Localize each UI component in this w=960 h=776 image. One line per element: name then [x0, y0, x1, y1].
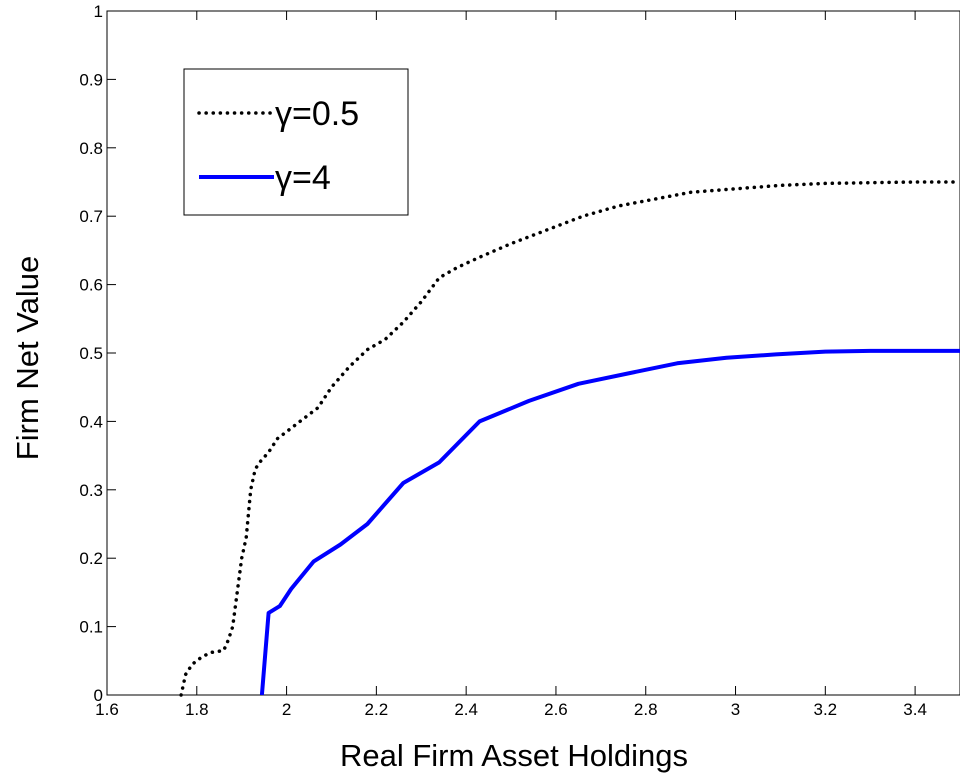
y-tick-label: 0.9 [79, 70, 103, 89]
y-axis: 0 0.1 0.2 0.3 0.4 0.5 0.6 0.7 0.8 0.9 1 [79, 2, 116, 705]
y-tick-label: 1 [94, 2, 103, 21]
x-tick-label: 2.2 [365, 700, 389, 719]
x-tick-label: 1.6 [95, 700, 119, 719]
y-tick-label: 0.5 [79, 344, 103, 363]
x-axis-label: Real Firm Asset Holdings [340, 738, 688, 773]
series-line-gamma-4 [259, 348, 960, 696]
x-tick-label: 2.4 [454, 700, 478, 719]
y-tick-label: 0.6 [79, 276, 103, 295]
x-tick-label: 1.8 [185, 700, 209, 719]
x-tick-label: 2.8 [634, 700, 658, 719]
legend: γ=0.5 γ=4 [183, 68, 409, 216]
legend-label-gamma-0-5: γ=0.5 [275, 95, 359, 133]
legend-label-gamma-4: γ=4 [275, 159, 331, 197]
series-layer [179, 180, 960, 697]
x-tick-label: 2.6 [544, 700, 568, 719]
y-tick-label: 0.7 [79, 207, 103, 226]
legend-box [183, 68, 409, 216]
x-tick-label: 2 [282, 700, 291, 719]
series-line-gamma-0-5 [179, 180, 960, 697]
x-tick-label: 3.4 [903, 700, 927, 719]
x-tick-label: 3 [731, 700, 740, 719]
y-tick-label: 0.8 [79, 139, 103, 158]
y-tick-label: 0.3 [79, 481, 103, 500]
y-tick-label: 0.2 [79, 549, 103, 568]
y-tick-label: 0 [94, 686, 103, 705]
y-axis-label: Firm Net Value [10, 256, 45, 460]
y-tick-label: 0.1 [79, 618, 103, 637]
x-axis: 1.6 1.8 2 2.2 2.4 2.6 2.8 3 3.2 3.4 [95, 11, 927, 719]
x-tick-label: 3.2 [813, 700, 837, 719]
y-tick-label: 0.4 [79, 412, 103, 431]
